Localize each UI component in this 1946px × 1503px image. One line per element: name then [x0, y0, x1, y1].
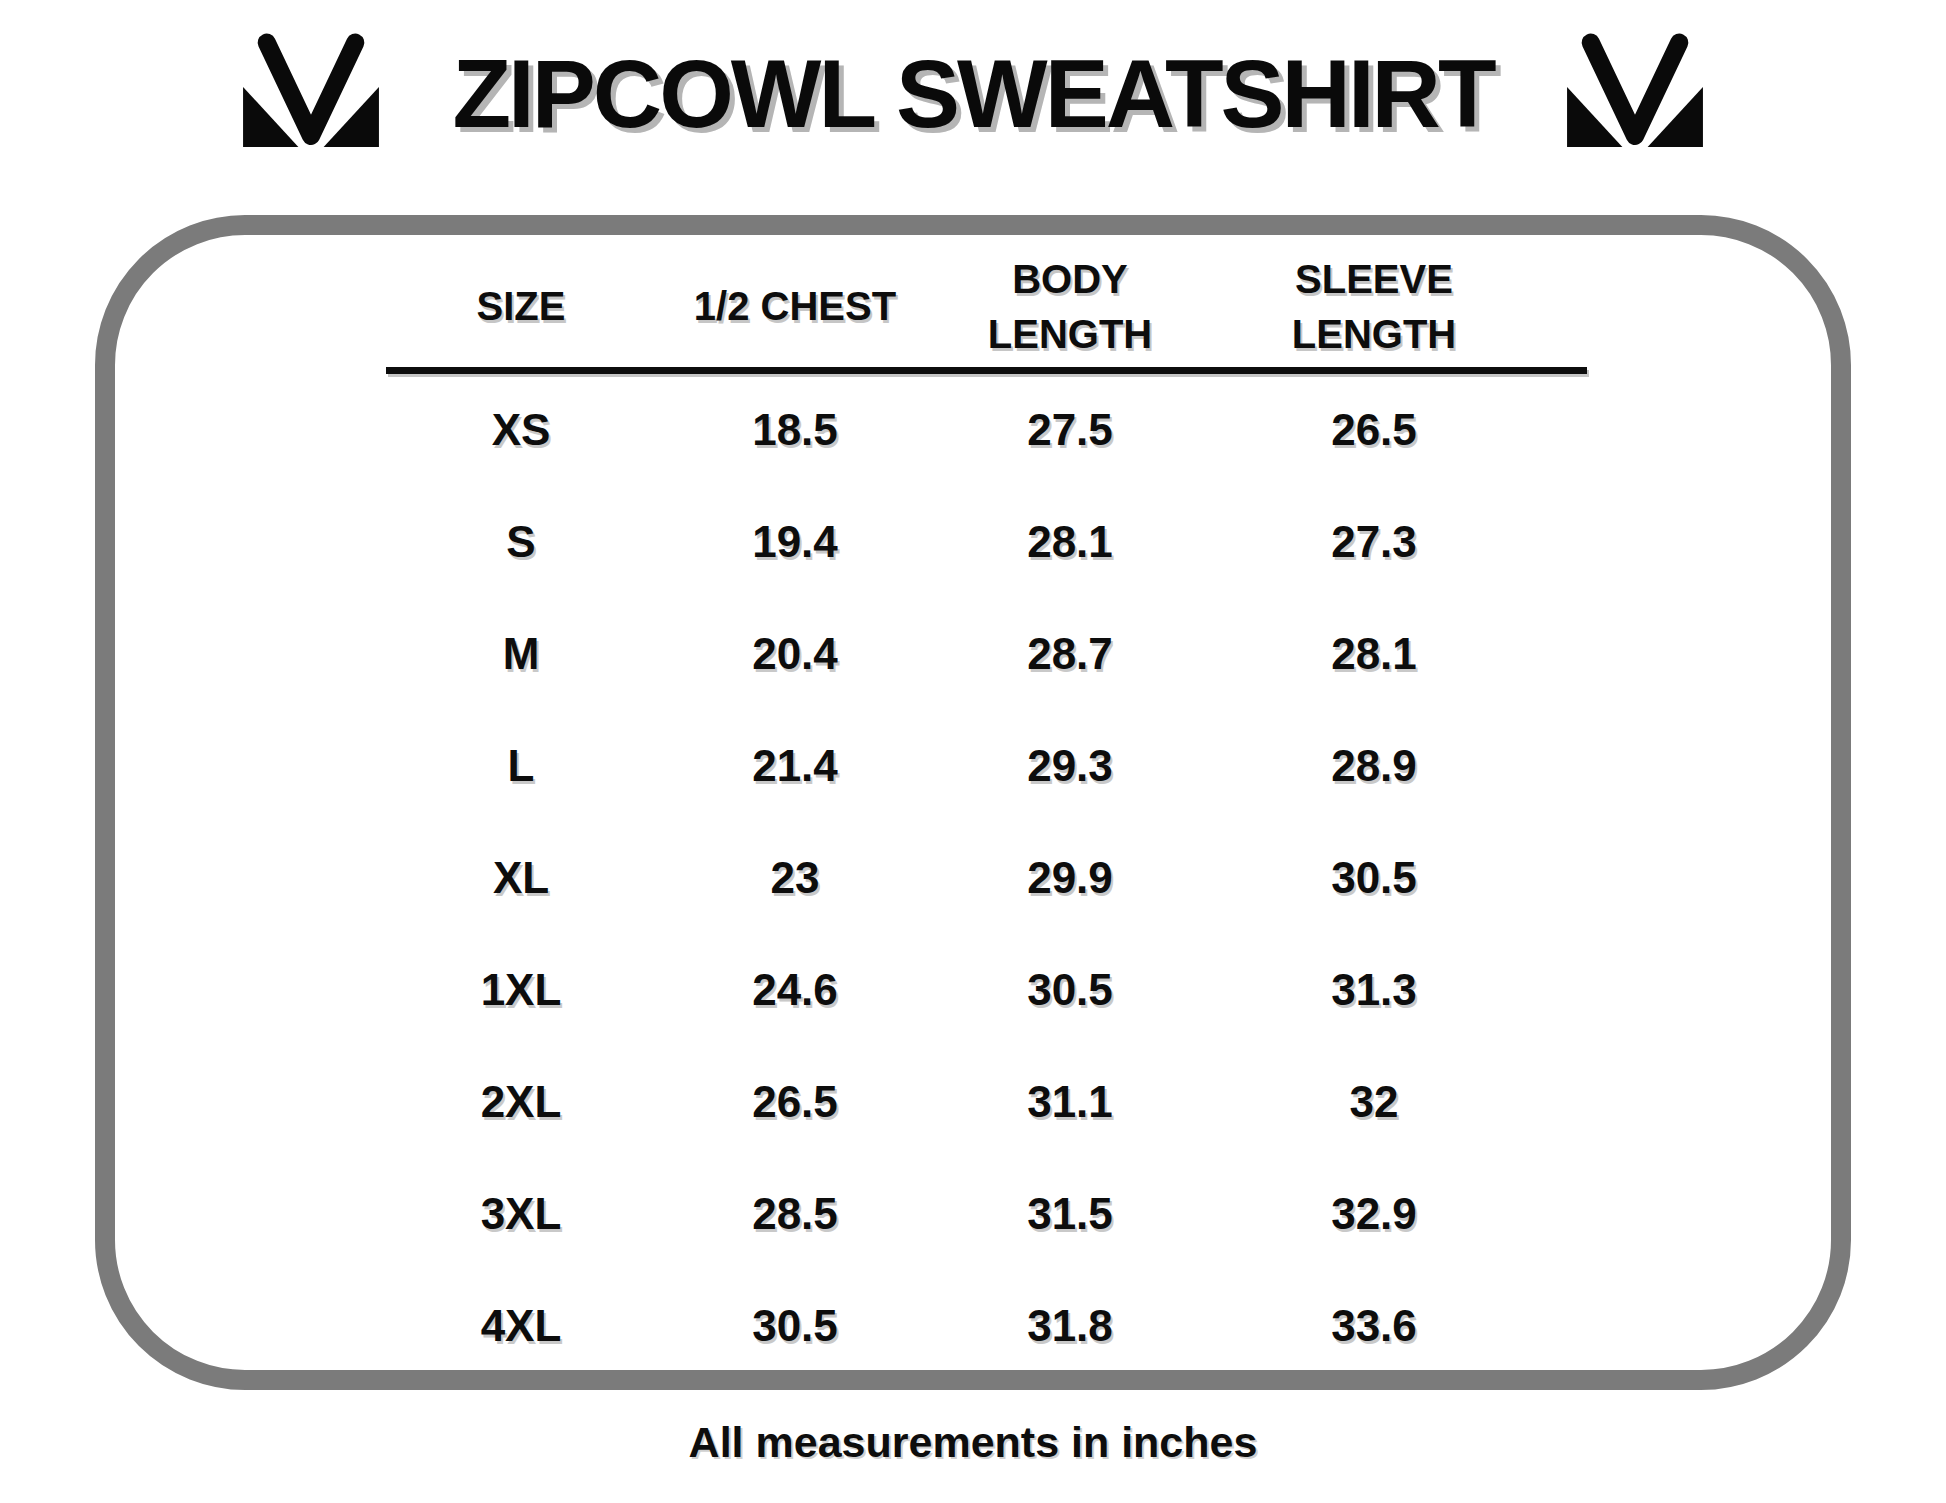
sleeve-length-value: 30.5 [1206, 822, 1587, 934]
table-row: S 19.4 28.1 27.3 [386, 486, 1587, 598]
size-label: L [386, 710, 656, 822]
body-length-value: 27.5 [934, 374, 1206, 486]
half-chest-value: 24.6 [656, 934, 934, 1046]
column-header-body-length: BODY LENGTH [934, 251, 1206, 363]
size-label: S [386, 486, 656, 598]
body-length-value: 28.7 [934, 598, 1206, 710]
sleeve-length-value: 32.9 [1206, 1158, 1587, 1270]
size-label: XS [386, 374, 656, 486]
column-header-size: SIZE [386, 251, 656, 363]
table-row: 3XL 28.5 31.5 32.9 [386, 1158, 1587, 1270]
size-chart-page: ZIPCOWL SWEATSHIRT SIZE 1/2 CHEST BODY L… [0, 0, 1946, 1503]
column-header-sleeve-length: SLEEVE LENGTH [1206, 251, 1587, 363]
table-row: L 21.4 29.3 28.9 [386, 710, 1587, 822]
size-chart-box: SIZE 1/2 CHEST BODY LENGTH SLEEVE LENGTH… [95, 215, 1851, 1390]
size-label: 4XL [386, 1270, 656, 1382]
half-chest-value: 30.5 [656, 1270, 934, 1382]
sleeve-length-value: 27.3 [1206, 486, 1587, 598]
brand-monogram-m-icon [232, 25, 390, 163]
sleeve-length-value: 26.5 [1206, 374, 1587, 486]
column-header-half-chest: 1/2 CHEST [656, 251, 934, 363]
sleeve-length-value: 28.1 [1206, 598, 1587, 710]
table-row: M 20.4 28.7 28.1 [386, 598, 1587, 710]
body-length-value: 31.5 [934, 1158, 1206, 1270]
body-length-value: 28.1 [934, 486, 1206, 598]
table-row: XS 18.5 27.5 26.5 [386, 374, 1587, 486]
size-table: SIZE 1/2 CHEST BODY LENGTH SLEEVE LENGTH… [386, 251, 1587, 1382]
size-label: 1XL [386, 934, 656, 1046]
table-row: XL 23 29.9 30.5 [386, 822, 1587, 934]
sleeve-length-value: 33.6 [1206, 1270, 1587, 1382]
body-length-value: 29.9 [934, 822, 1206, 934]
size-label: M [386, 598, 656, 710]
half-chest-value: 20.4 [656, 598, 934, 710]
size-label: 3XL [386, 1158, 656, 1270]
half-chest-value: 26.5 [656, 1046, 934, 1158]
half-chest-value: 21.4 [656, 710, 934, 822]
title-row: ZIPCOWL SWEATSHIRT [0, 16, 1946, 172]
size-label: XL [386, 822, 656, 934]
sleeve-length-value: 28.9 [1206, 710, 1587, 822]
half-chest-value: 18.5 [656, 374, 934, 486]
page-title: ZIPCOWL SWEATSHIRT [452, 39, 1493, 149]
body-length-value: 29.3 [934, 710, 1206, 822]
header-divider [386, 367, 1587, 374]
table-header-row: SIZE 1/2 CHEST BODY LENGTH SLEEVE LENGTH [386, 251, 1587, 363]
table-row: 1XL 24.6 30.5 31.3 [386, 934, 1587, 1046]
sleeve-length-value: 31.3 [1206, 934, 1587, 1046]
body-length-value: 31.1 [934, 1046, 1206, 1158]
sleeve-length-value: 32 [1206, 1046, 1587, 1158]
size-label: 2XL [386, 1046, 656, 1158]
half-chest-value: 28.5 [656, 1158, 934, 1270]
brand-monogram-m-icon [1556, 25, 1714, 163]
table-body: XS 18.5 27.5 26.5 S 19.4 28.1 27.3 M 20.… [386, 374, 1587, 1382]
footer-note: All measurements in inches [0, 1418, 1946, 1467]
body-length-value: 30.5 [934, 934, 1206, 1046]
table-row: 2XL 26.5 31.1 32 [386, 1046, 1587, 1158]
table-row: 4XL 30.5 31.8 33.6 [386, 1270, 1587, 1382]
body-length-value: 31.8 [934, 1270, 1206, 1382]
half-chest-value: 23 [656, 822, 934, 934]
half-chest-value: 19.4 [656, 486, 934, 598]
